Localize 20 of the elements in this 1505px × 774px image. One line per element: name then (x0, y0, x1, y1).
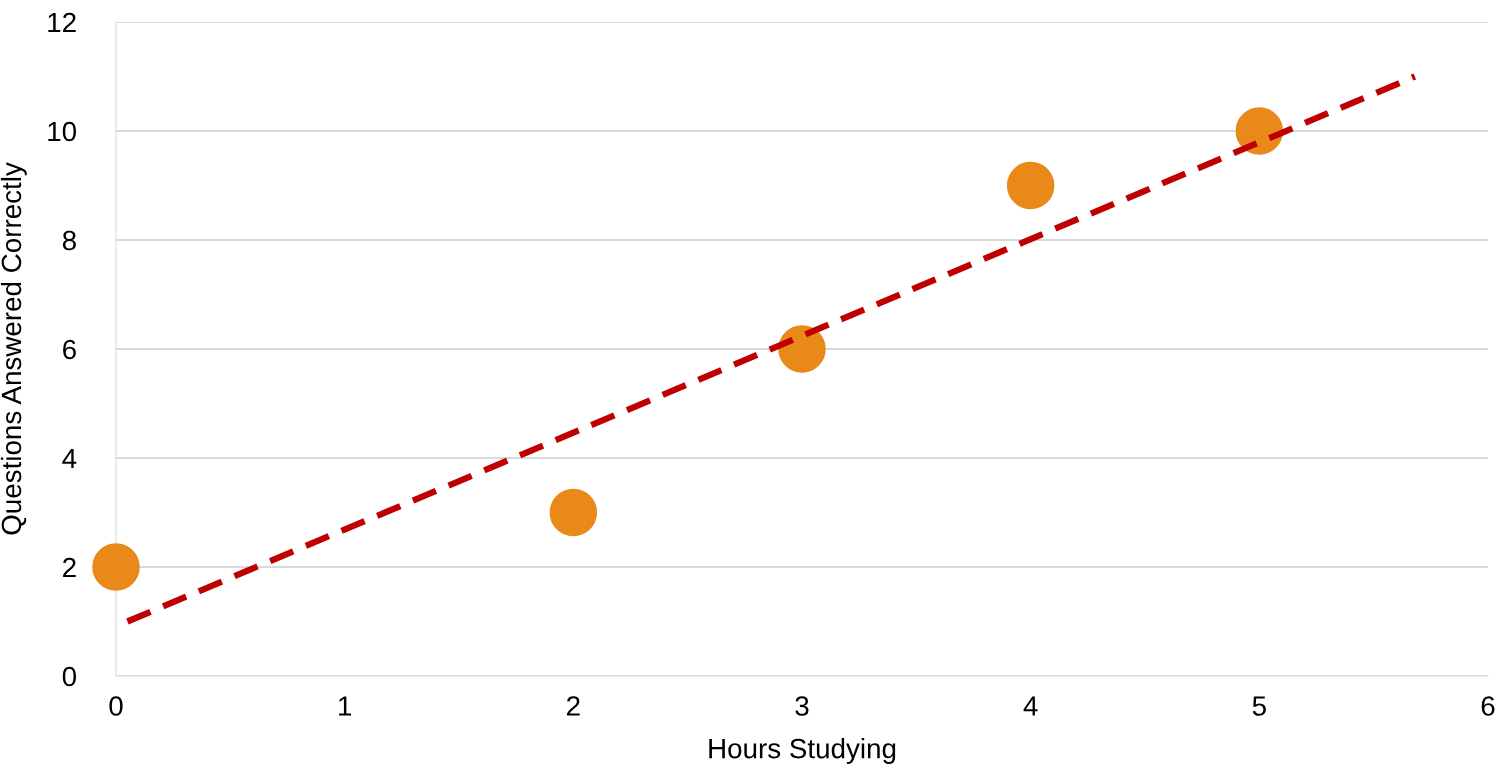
y-tick-label: 8 (62, 230, 76, 251)
point (549, 488, 598, 537)
y-tick-label: 10 (48, 121, 77, 142)
y-tick-label: 12 (48, 12, 76, 33)
point (92, 543, 140, 591)
y-axis-title: Questions Answered Correctly (0, 162, 27, 535)
y-tick-label: 6 (63, 339, 76, 360)
x-tick-label: 5 (1252, 696, 1266, 716)
x-axis-title: Hours Studying (709, 738, 896, 764)
point (1006, 161, 1055, 210)
x-tick-label: 1 (339, 696, 352, 716)
x-tick-label: 4 (1023, 696, 1038, 716)
x-tick-label: 3 (795, 696, 809, 716)
point (778, 325, 826, 373)
y-tick-label: 2 (63, 557, 76, 578)
y-tick-label: 0 (62, 666, 77, 687)
y-tick-label: 4 (62, 448, 77, 469)
x-tick-label: 2 (567, 696, 580, 716)
x-tick-label: 6 (1481, 696, 1495, 716)
x-tick-label: 0 (109, 696, 123, 716)
